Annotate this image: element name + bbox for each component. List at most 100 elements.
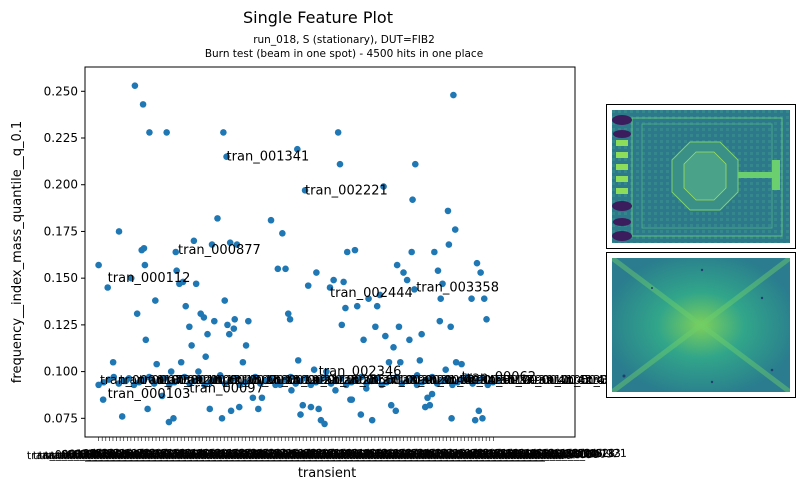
point-annotation: tran_002346 (319, 365, 402, 380)
x-tick-label: tran_000921 (223, 447, 293, 462)
data-point (196, 375, 203, 382)
x-tick-label: tran_003021 (461, 447, 531, 462)
data-point (390, 344, 397, 351)
data-point (195, 368, 202, 375)
data-point (214, 215, 221, 222)
data-point (458, 360, 465, 368)
data-point (444, 375, 451, 382)
data-point (307, 403, 315, 411)
x-tick-label: tran_002117 (432, 447, 502, 462)
data-point (433, 380, 441, 387)
data-point (348, 396, 356, 403)
data-point (385, 358, 393, 366)
baseline-points (95, 373, 502, 389)
data-point (368, 377, 375, 385)
x-axis-label: transient (298, 466, 356, 481)
baseline-label: tran_003911 (490, 372, 570, 387)
x-tick-label-clutter: tran_000104tran_000305tran_000402tran_00… (27, 447, 627, 462)
x-tick-label: tran_000402 (372, 447, 442, 462)
x-tick-label: tran_003144 (467, 447, 537, 462)
data-point (292, 380, 300, 387)
data-point (312, 378, 320, 386)
x-tick-label: tran_002710 (449, 447, 519, 462)
data-point (145, 373, 153, 381)
data-point (224, 321, 231, 329)
baseline-label: tran_001802 (237, 372, 317, 387)
data-point (216, 373, 224, 381)
data-point (447, 323, 454, 331)
x-tick-label: tran_002301 (438, 447, 508, 462)
data-point (353, 376, 360, 383)
data-point (428, 390, 436, 398)
baseline-label: tran_003021 (373, 372, 453, 387)
data-point (220, 129, 227, 136)
hitmap-image-panel (606, 252, 796, 398)
point-annotation: tran_00062 (462, 370, 537, 385)
data-point (426, 401, 434, 409)
x-tick-label: tran_002555 (277, 447, 347, 462)
data-point (211, 317, 218, 325)
x-tick-label: tran_003290 (307, 447, 377, 462)
data-point (408, 248, 415, 256)
x-tick-label: tran_000305 (33, 447, 103, 462)
data-point (489, 378, 497, 386)
data-point (167, 368, 175, 375)
data-point (464, 373, 471, 381)
data-point (411, 286, 418, 293)
x-tick-label: tran_000618 (211, 447, 281, 462)
data-point (165, 418, 173, 426)
y-axis: 0.075 0.100 0.125 0.150 0.175 0.200 0.225 0.250 (44, 84, 85, 425)
data-point (176, 376, 183, 383)
data-point (109, 358, 117, 366)
data-point (104, 284, 111, 291)
data-point (286, 315, 294, 323)
data-point (235, 403, 243, 411)
data-point (388, 376, 396, 383)
baseline-label: tran_002555 (315, 372, 395, 387)
x-tick-label: tran_004402 (521, 447, 591, 462)
data-point (262, 377, 269, 385)
data-point (146, 129, 153, 136)
data-point (227, 407, 235, 415)
data-point (362, 385, 370, 392)
data-point (267, 216, 275, 224)
x-tick-label: tran_002710 (283, 447, 353, 462)
data-point (231, 375, 239, 382)
data-point (225, 330, 233, 338)
data-point (163, 129, 170, 136)
data-point (330, 276, 337, 284)
data-point (182, 302, 190, 310)
baseline-label: tran_001507 (198, 372, 278, 387)
data-point (479, 415, 486, 422)
x-tick-label: tran_000733 (384, 447, 454, 462)
x-tick-label: tran_002899 (122, 447, 192, 462)
data-point (284, 310, 292, 317)
data-point (186, 323, 193, 331)
data-point (342, 304, 349, 312)
data-point (449, 381, 456, 389)
y-tick-label: 0.200 (44, 178, 78, 192)
x-tick-label: tran_003144 (134, 447, 204, 462)
x-tick-label: tran_000921 (56, 447, 126, 462)
data-point (105, 376, 113, 383)
data-point (133, 310, 141, 317)
data-point (177, 358, 185, 366)
baseline-label: tran_001005 (159, 372, 239, 387)
data-point (393, 261, 401, 269)
data-point (479, 375, 487, 382)
point-annotation: tran_000103 (108, 387, 191, 402)
plot-frame (84, 66, 576, 438)
data-point (413, 381, 421, 389)
sensor-layout-image (612, 110, 790, 243)
x-tick-label: tran_001999 (426, 447, 496, 462)
x-tick-label: tran_000305 (199, 447, 269, 462)
x-tick-label: tran_000733 (551, 447, 621, 462)
x-tick-label: tran_000618 (545, 447, 615, 462)
data-point (326, 284, 334, 291)
data-point (204, 330, 211, 338)
chart-subtitle-line1: run_018, S (stationary), DUT=FIB2 (253, 34, 435, 46)
data-point (166, 381, 173, 389)
x-tick-label: tran_002117 (265, 447, 335, 462)
data-point (403, 276, 411, 284)
